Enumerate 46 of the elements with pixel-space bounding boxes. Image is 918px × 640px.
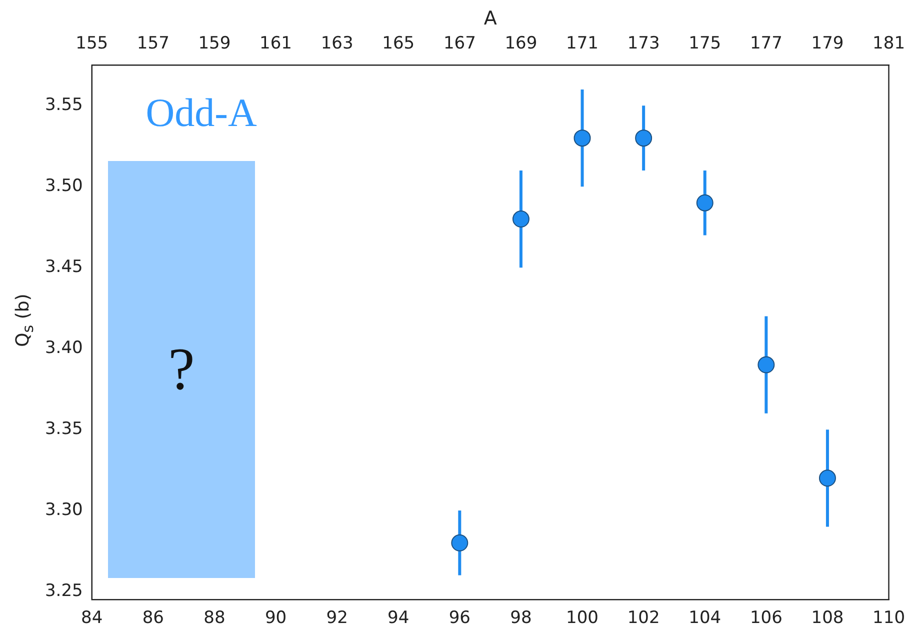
x2-tick-label: 177 — [750, 33, 782, 54]
point — [451, 534, 468, 552]
annotation: Odd-A — [146, 89, 257, 136]
x2-tick-label: 181 — [872, 33, 906, 54]
x-tick-label: 90 — [264, 608, 287, 628]
y-tick-label: 3.55 — [44, 95, 83, 116]
x-tick-label: 96 — [448, 608, 470, 628]
x2-tick-label: 169 — [504, 33, 538, 54]
x2-tick-label: 175 — [688, 33, 722, 54]
point — [696, 194, 714, 212]
x2-tick-label: 161 — [260, 33, 292, 54]
x2-tick-label: 171 — [566, 33, 598, 54]
x2-tick-label: 173 — [627, 33, 660, 54]
y-tick-label: 3.45 — [44, 257, 83, 278]
x2-tick-label: 157 — [136, 33, 170, 54]
y-tick-label: 3.35 — [44, 418, 83, 439]
y-tick-label: 3.25 — [44, 580, 83, 601]
point — [512, 210, 530, 228]
x2-tick-label: 159 — [198, 33, 231, 54]
x-tick-label: 104 — [688, 608, 722, 628]
x-tick-label: 98 — [510, 608, 532, 628]
x2-axis-title: A — [484, 7, 497, 30]
y-tick-label: 3.50 — [44, 176, 83, 196]
x-tick-label: 110 — [872, 608, 906, 628]
point — [635, 130, 652, 147]
point — [758, 356, 775, 374]
x-tick-label: 108 — [811, 608, 844, 628]
point — [574, 130, 591, 147]
annotation: ? — [168, 335, 195, 404]
x2-tick-label: 165 — [382, 33, 415, 54]
x-tick-label: 100 — [566, 608, 598, 628]
x-tick-label: 94 — [388, 608, 410, 628]
x-tick-label: 92 — [326, 608, 348, 628]
y-tick-label: 3.30 — [44, 500, 83, 520]
x-tick-label: 86 — [142, 608, 164, 628]
x-tick-label: 106 — [750, 608, 782, 628]
y-tick-label: 3.40 — [44, 338, 83, 358]
x2-tick-label: 155 — [76, 33, 108, 54]
x-tick-label: 84 — [81, 608, 103, 628]
x2-tick-label: 163 — [320, 33, 354, 54]
point — [818, 470, 836, 487]
x-tick-label: 88 — [204, 608, 226, 628]
x2-tick-label: 167 — [443, 33, 476, 54]
x-tick-label: 102 — [627, 608, 660, 628]
shaded-box: ? — [108, 161, 256, 578]
x2-tick-label: 179 — [811, 33, 844, 54]
